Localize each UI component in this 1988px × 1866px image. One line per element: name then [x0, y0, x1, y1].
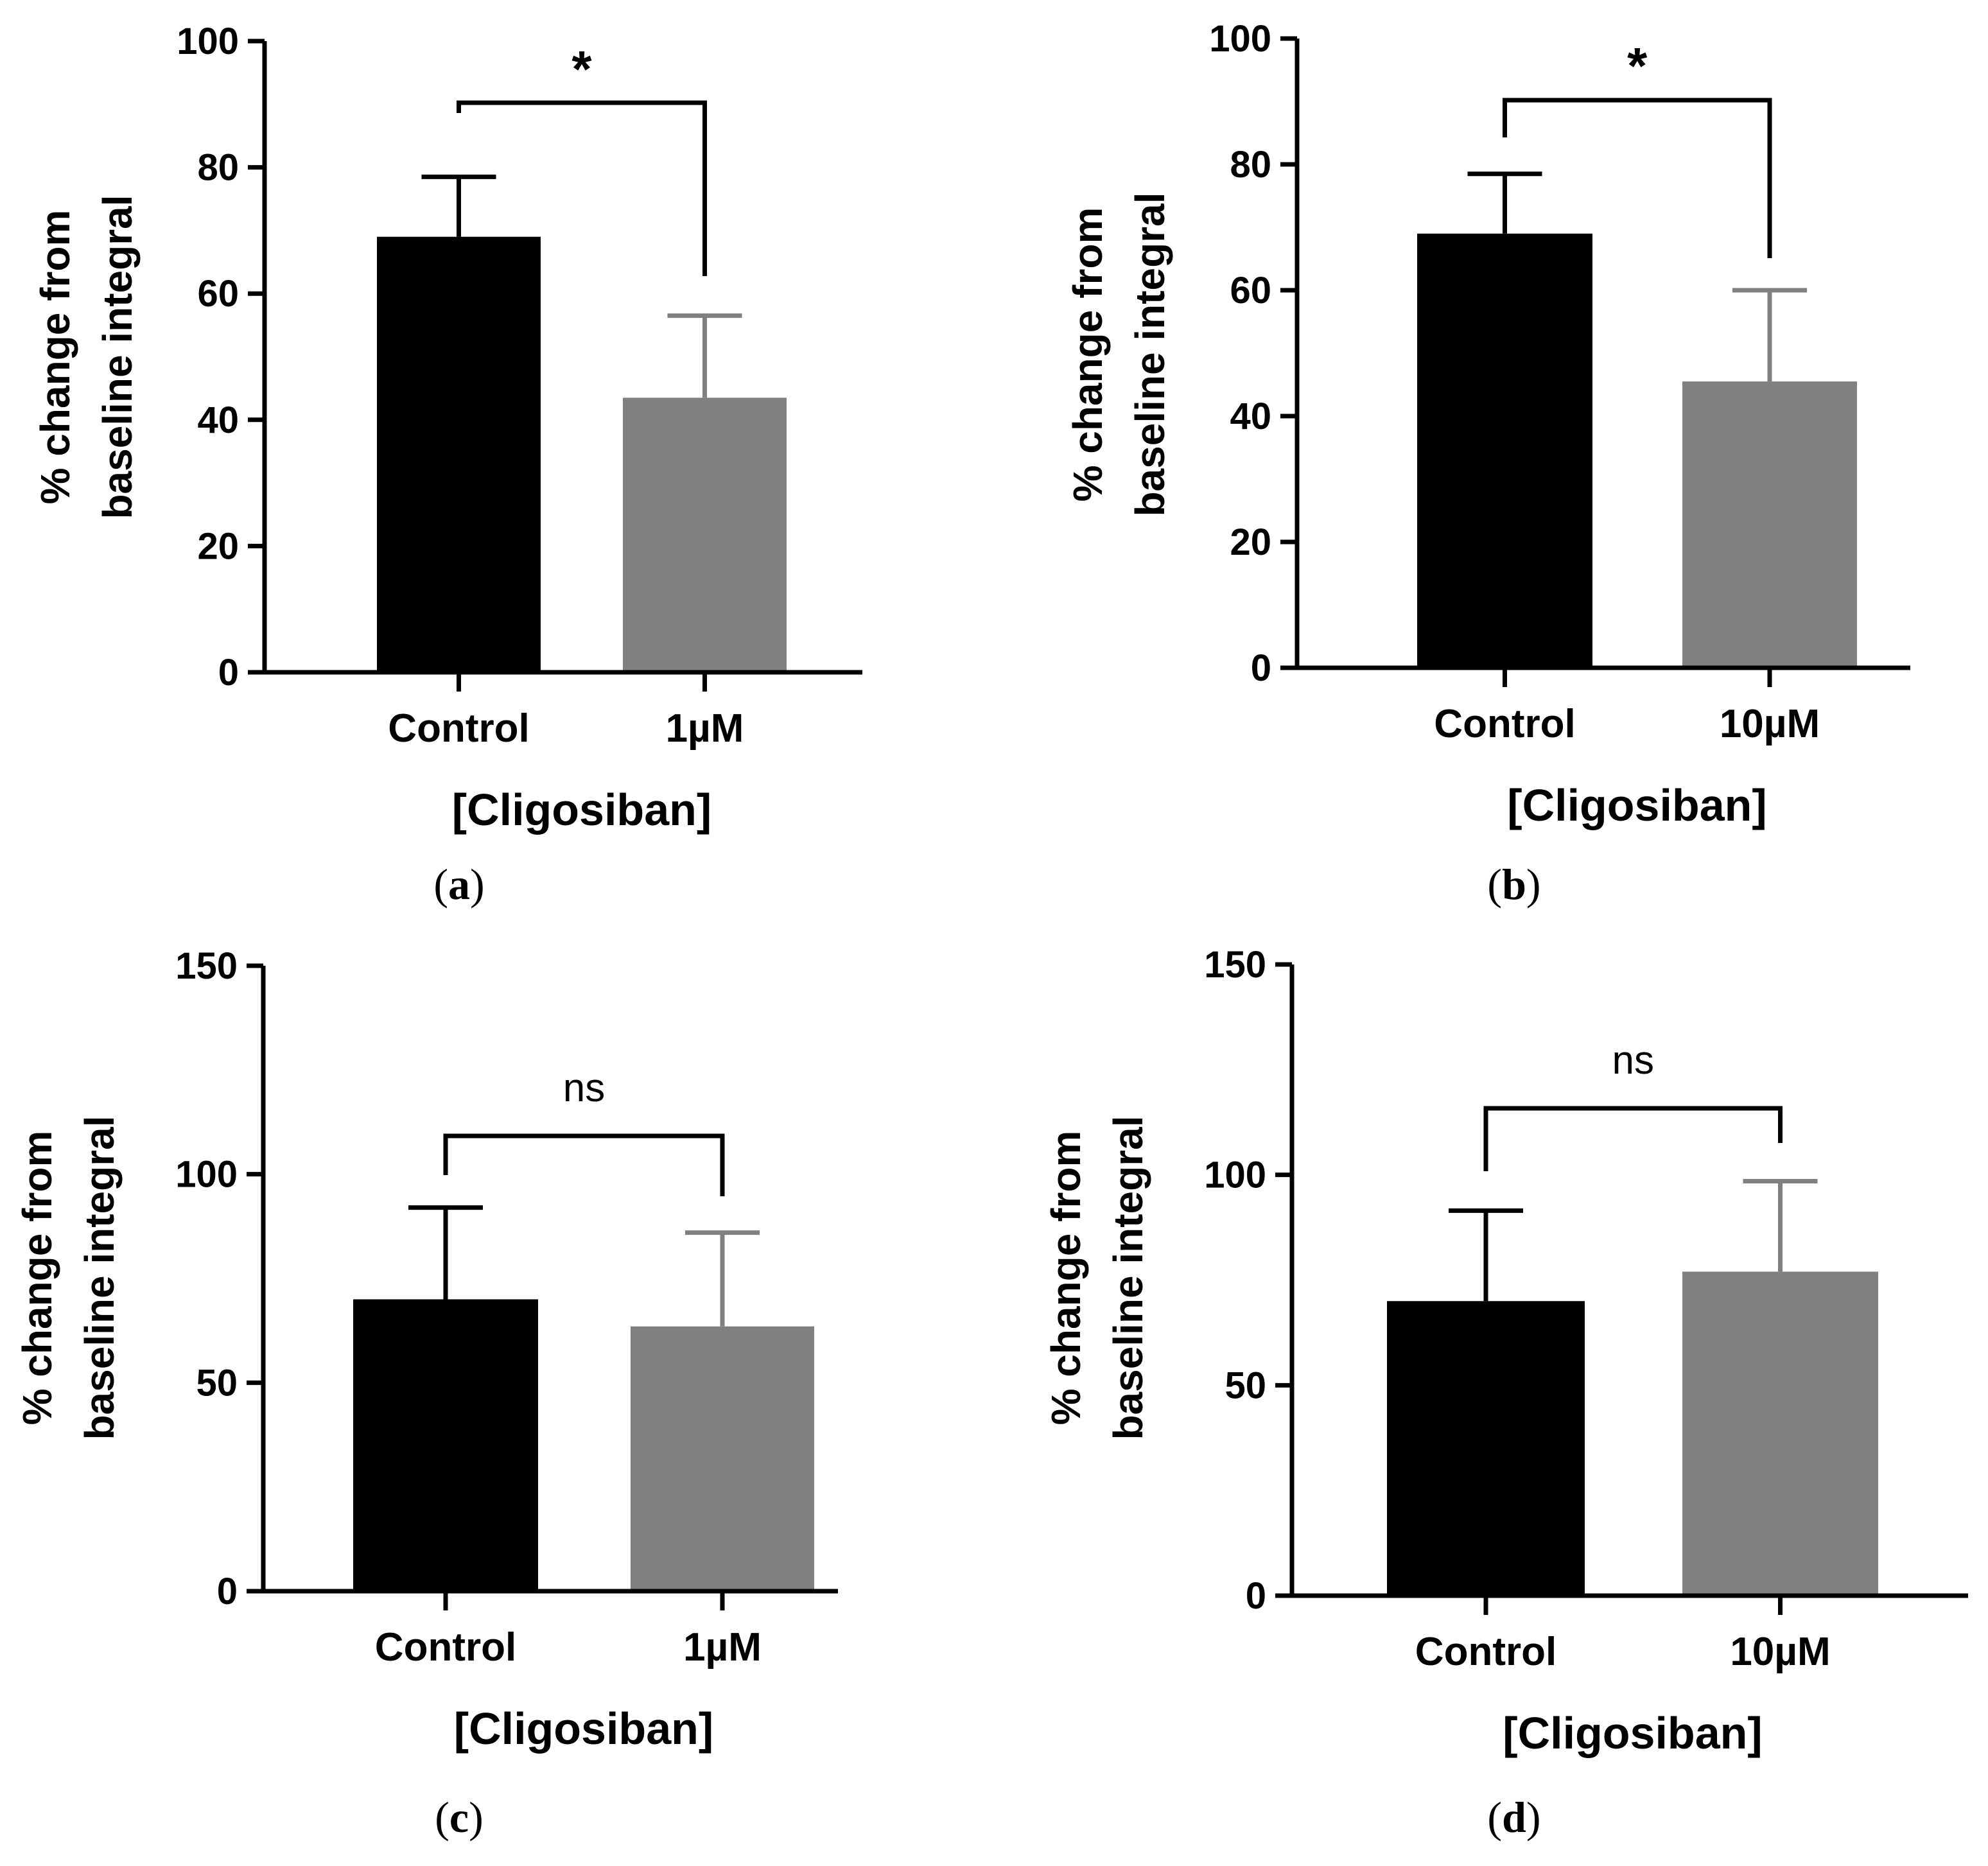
x-tick-label: Control: [388, 706, 529, 751]
significance-bracket: [457, 100, 707, 276]
y-tick-label: 0: [218, 652, 239, 693]
y-tick-label: 40: [1230, 396, 1271, 437]
significance-bracket: [1483, 1106, 1783, 1171]
y-tick-label: 80: [197, 147, 239, 189]
error-bar-treatment: [667, 313, 742, 398]
y-tick-label: 100: [1204, 1155, 1266, 1196]
x-tick-label: 10µM: [1720, 702, 1820, 746]
panel-label: (c): [435, 1793, 484, 1842]
bar-control: [1417, 233, 1592, 668]
y-tick-label: 60: [1230, 270, 1271, 311]
error-bar-control: [421, 174, 496, 237]
y-tick-label: 0: [217, 1571, 238, 1612]
x-tick-label: Control: [1434, 702, 1575, 746]
x-tick-label: Control: [1415, 1630, 1556, 1674]
y-axis-title-line2: baseline integral: [94, 195, 141, 519]
x-axis-title: [Cligosiban]: [1503, 1708, 1762, 1758]
chart-panel-b: 0 20 40 60 80 100 Control 10µM [Cligosiban] % cha…: [1065, 18, 1910, 909]
x-tick-label: Control: [375, 1625, 516, 1670]
y-axis-title-line1: % change from: [32, 210, 78, 505]
error-bar-control: [408, 1205, 483, 1300]
panel-label: (b): [1487, 860, 1540, 909]
y-tick-label: 20: [197, 525, 239, 567]
error-bar-treatment: [685, 1230, 760, 1327]
y-tick-label: 50: [1225, 1365, 1266, 1406]
y-axis-title-line1: % change from: [1043, 1131, 1089, 1426]
x-axis-title: [Cligosiban]: [452, 785, 711, 835]
x-axis-title: [Cligosiban]: [454, 1704, 713, 1754]
y-axis-title-line1: % change from: [1065, 207, 1111, 502]
y-axis-title-line2: baseline integral: [76, 1115, 123, 1440]
y-axis-title-line2: baseline integral: [1105, 1115, 1151, 1440]
bar-control: [377, 236, 541, 673]
y-tick-label: 100: [177, 21, 239, 62]
panel-label: (a): [433, 860, 484, 909]
significance-label: *: [1627, 37, 1648, 94]
y-tick-label: 100: [175, 1154, 238, 1196]
chart-panel-c: 0 50 100 150 Control 1µM [Cligosiban] % change …: [14, 945, 838, 1842]
error-bar-control: [1467, 171, 1542, 234]
bar-treatment: [1682, 381, 1857, 668]
y-tick-label: 50: [196, 1362, 238, 1404]
y-tick-label: 80: [1230, 144, 1271, 186]
bar-control: [353, 1299, 538, 1591]
significance-bracket: [443, 1133, 725, 1196]
chart-panel-d: 0 50 100 150 Control 10µM [Cligosiban] % change…: [1043, 944, 1968, 1842]
bar-treatment: [1682, 1271, 1878, 1596]
y-tick-label: 20: [1230, 521, 1271, 563]
bar-treatment: [623, 397, 787, 672]
chart-panel-a: 0 20 40 60 80 100 Control 1µM [Cligosiban] % chan…: [32, 21, 862, 909]
y-tick-label: 150: [175, 945, 238, 987]
y-tick-label: 0: [1246, 1575, 1266, 1617]
panel-label: (d): [1487, 1793, 1540, 1842]
significance-label: ns: [563, 1066, 605, 1110]
y-tick-label: 150: [1204, 944, 1266, 986]
y-tick-label: 0: [1251, 647, 1271, 689]
x-tick-label: 1µM: [666, 706, 744, 751]
x-tick-label: 1µM: [683, 1625, 762, 1670]
error-bar-treatment: [1732, 288, 1807, 382]
y-tick-label: 40: [197, 399, 239, 441]
y-tick-label: 60: [197, 273, 239, 315]
bar-control: [1387, 1301, 1585, 1596]
y-tick-label: 100: [1209, 18, 1271, 60]
significance-bracket: [1503, 98, 1772, 258]
significance-label: ns: [1612, 1038, 1654, 1083]
x-tick-label: 10µM: [1730, 1630, 1830, 1674]
y-axis-title-line1: % change from: [14, 1131, 60, 1426]
x-axis-title: [Cligosiban]: [1507, 780, 1766, 830]
bar-treatment: [631, 1326, 814, 1591]
y-axis-title-line2: baseline integral: [1127, 192, 1173, 516]
error-bar-treatment: [1743, 1178, 1818, 1272]
error-bar-control: [1449, 1208, 1523, 1302]
significance-label: *: [571, 40, 592, 98]
